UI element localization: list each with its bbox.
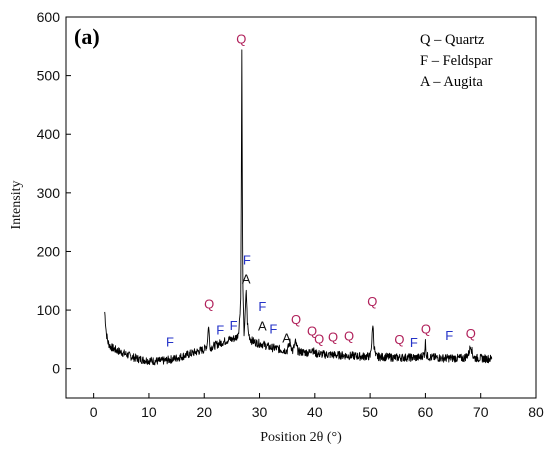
plot-frame xyxy=(65,16,537,399)
legend: Q – Quartz F – Feldspar A – Augita xyxy=(420,32,493,90)
peak-label-a: A xyxy=(258,319,267,334)
y-tick-label: 400 xyxy=(37,126,61,142)
peak-label-q: Q xyxy=(236,31,246,46)
panel-label: (a) xyxy=(74,24,100,49)
peak-label-f: F xyxy=(243,252,251,267)
peak-label-q: Q xyxy=(328,330,338,345)
y-axis-ticks: 0 100 200 300 400 500 600 xyxy=(37,9,71,377)
x-tick-label: 60 xyxy=(418,404,434,420)
legend-entry-augita: A – Augita xyxy=(420,74,483,90)
x-tick-label: 40 xyxy=(307,404,323,420)
x-axis-ticks: 0 10 20 30 40 50 60 70 80 xyxy=(90,393,544,420)
peak-label-a: A xyxy=(242,272,251,287)
peak-label-q: Q xyxy=(204,296,214,311)
peak-label-q: Q xyxy=(367,294,377,309)
legend-entry-quartz: Q – Quartz xyxy=(420,32,485,48)
y-tick-label: 500 xyxy=(37,68,61,84)
peak-label-q: Q xyxy=(291,312,301,327)
peak-label-q: Q xyxy=(307,323,317,338)
x-tick-label: 20 xyxy=(196,404,212,420)
peak-label-f: F xyxy=(216,323,224,338)
peak-label-q: Q xyxy=(466,326,476,341)
peak-label-q: Q xyxy=(421,322,431,337)
y-tick-label: 300 xyxy=(37,185,61,201)
x-tick-label: 50 xyxy=(362,404,378,420)
peak-label-f: F xyxy=(230,318,238,333)
peak-label-q: Q xyxy=(394,332,404,347)
x-axis-title: Position 2θ (°) xyxy=(260,430,342,445)
x-tick-label: 10 xyxy=(141,404,157,420)
y-tick-label: 100 xyxy=(37,302,61,318)
peak-label-f: F xyxy=(258,299,266,314)
x-tick-label: 70 xyxy=(473,404,489,420)
y-tick-label: 0 xyxy=(52,361,60,377)
diffraction-trace xyxy=(104,49,493,366)
peak-label-q: Q xyxy=(344,329,354,344)
legend-entry-feldspar: F – Feldspar xyxy=(420,53,493,69)
y-axis-title: Intensity xyxy=(9,181,24,230)
peak-label-a: A xyxy=(282,330,291,345)
y-tick-label: 600 xyxy=(37,9,61,25)
x-tick-label: 0 xyxy=(90,404,98,420)
peak-label-f: F xyxy=(445,328,453,343)
x-tick-label: 80 xyxy=(528,404,544,420)
peak-label-f: F xyxy=(410,335,418,350)
peak-label-f: F xyxy=(269,322,277,337)
peak-label-f: F xyxy=(166,334,174,349)
peak-label-q: Q xyxy=(314,331,324,346)
series-line xyxy=(104,49,493,366)
y-tick-label: 200 xyxy=(37,243,61,259)
x-tick-label: 30 xyxy=(252,404,268,420)
